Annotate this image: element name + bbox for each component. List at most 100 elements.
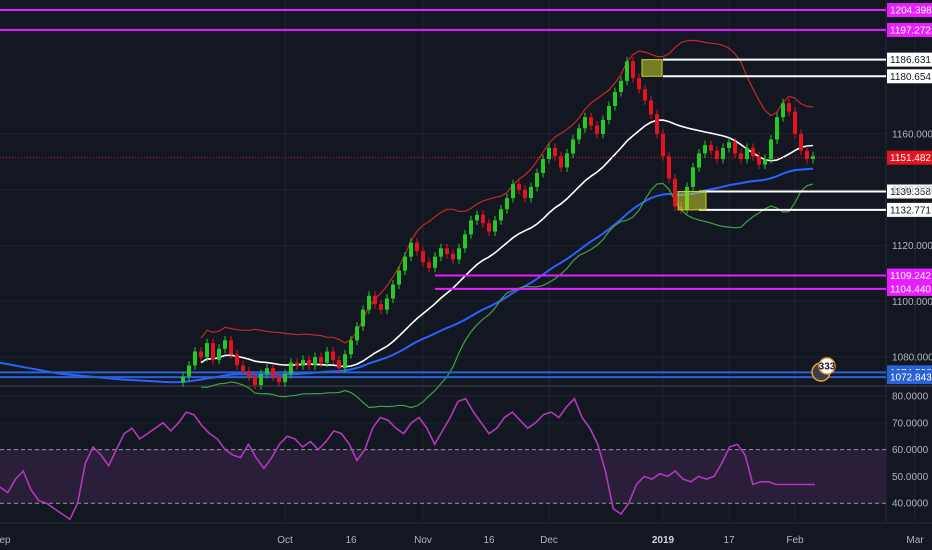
level-label: 1104.440 bbox=[890, 284, 931, 295]
candle-body bbox=[397, 270, 401, 285]
candle-body bbox=[229, 340, 233, 355]
level-label: 1151.482 bbox=[890, 153, 931, 164]
time-axis-tick: Mar bbox=[906, 535, 924, 546]
candle-body bbox=[439, 248, 443, 257]
rsi-line bbox=[0, 397, 815, 521]
candle-body bbox=[715, 150, 719, 160]
candle-body bbox=[727, 142, 731, 148]
candle-body bbox=[643, 89, 647, 101]
candle-body bbox=[445, 248, 449, 254]
candle-body bbox=[559, 156, 563, 168]
candle-body bbox=[421, 251, 425, 263]
candle-body bbox=[631, 61, 635, 79]
bollinger-lower-band bbox=[200, 182, 814, 409]
candle-body bbox=[337, 359, 341, 369]
candle-body bbox=[709, 145, 713, 151]
candle-body bbox=[691, 167, 695, 187]
price-axis-tick: 1160.000 bbox=[892, 129, 932, 140]
candle-body bbox=[649, 100, 653, 115]
price-axis-tick: 1140.000 bbox=[892, 185, 932, 196]
candle-body bbox=[553, 147, 557, 157]
candle-body bbox=[361, 309, 365, 327]
level-label-box bbox=[887, 69, 932, 84]
candle-body bbox=[181, 376, 185, 383]
time-axis-tick: 17 bbox=[723, 535, 735, 546]
rsi-axis-tick: 60.0000 bbox=[892, 445, 929, 456]
candle-body bbox=[787, 103, 791, 112]
candle-body bbox=[241, 365, 245, 372]
level-label-box bbox=[887, 22, 932, 37]
candle-body bbox=[457, 248, 461, 260]
level-label-box bbox=[887, 268, 932, 283]
candle-body bbox=[583, 117, 587, 129]
level-label: 1197.272 bbox=[890, 25, 931, 36]
candle-body bbox=[775, 117, 779, 140]
candle-body bbox=[595, 125, 599, 134]
event-badge[interactable] bbox=[818, 357, 836, 375]
candle-body bbox=[307, 359, 311, 366]
candle-body bbox=[289, 362, 293, 374]
candle-body bbox=[499, 209, 503, 221]
level-label: 1204.398 bbox=[890, 6, 932, 17]
candle-body bbox=[625, 61, 629, 81]
rsi-band-fill bbox=[0, 449, 886, 504]
rsi-axis-tick: 40.0000 bbox=[892, 499, 929, 510]
candle-body bbox=[565, 153, 569, 168]
event-badge-label: 333 bbox=[819, 362, 836, 373]
candle-body bbox=[619, 80, 623, 93]
candle-body bbox=[517, 184, 521, 190]
candle-body bbox=[295, 362, 299, 366]
candle-body bbox=[403, 256, 407, 271]
candle-body bbox=[697, 153, 701, 168]
candle-body bbox=[259, 373, 263, 385]
candle-body bbox=[511, 184, 515, 199]
candle-body bbox=[331, 351, 335, 360]
level-label: 1139.358 bbox=[890, 187, 931, 198]
candle-body bbox=[379, 304, 383, 310]
candle-body bbox=[667, 156, 671, 179]
candle-body bbox=[505, 198, 509, 210]
candle-body bbox=[721, 147, 725, 160]
candle-body bbox=[613, 92, 617, 107]
candle-body bbox=[199, 351, 203, 358]
level-label: 1180.654 bbox=[890, 72, 931, 83]
candle-body bbox=[601, 119, 605, 134]
level-label: 1186.631 bbox=[890, 55, 931, 66]
price-axis-tick: 1120.000 bbox=[892, 241, 932, 252]
price-axis-tick: 1100.000 bbox=[892, 297, 932, 308]
candle-body bbox=[739, 153, 743, 160]
level-label: 1072.843 bbox=[890, 373, 932, 384]
candle-body bbox=[805, 150, 809, 160]
candle-body bbox=[343, 354, 347, 369]
candle-body bbox=[673, 178, 677, 207]
candle-body bbox=[193, 351, 197, 366]
candle-body bbox=[733, 142, 737, 154]
candle-body bbox=[187, 365, 191, 377]
rsi-axis-tick: 50.0000 bbox=[892, 472, 929, 483]
level-label-box bbox=[887, 52, 932, 67]
candle-body bbox=[349, 340, 353, 355]
level-label-box bbox=[887, 3, 932, 18]
price-axis-tick: 1080.000 bbox=[892, 353, 932, 364]
candle-body bbox=[703, 145, 707, 154]
candle-body bbox=[301, 359, 305, 366]
candle-body bbox=[745, 147, 749, 160]
rsi-axis-tick: 70.0000 bbox=[892, 418, 929, 429]
candle-body bbox=[313, 357, 317, 366]
candle-body bbox=[799, 133, 803, 151]
candle-body bbox=[415, 242, 419, 252]
level-label-box bbox=[887, 281, 932, 296]
candle-body bbox=[409, 242, 413, 257]
candle-body bbox=[463, 234, 467, 249]
candle-body bbox=[205, 343, 209, 358]
level-label: 1109.242 bbox=[890, 271, 931, 282]
candle-body bbox=[217, 348, 221, 360]
candle-body bbox=[661, 133, 665, 157]
candle-body bbox=[637, 78, 641, 90]
level-label: 1132.771 bbox=[890, 205, 931, 216]
candle-body bbox=[607, 106, 611, 120]
candle-body bbox=[235, 354, 239, 366]
candle-body bbox=[763, 159, 767, 165]
time-axis-tick: 16 bbox=[345, 535, 357, 546]
